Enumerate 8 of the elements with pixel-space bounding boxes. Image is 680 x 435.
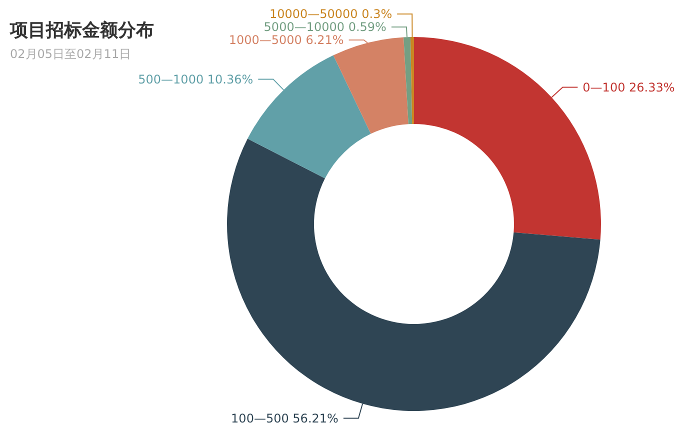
slice-label: 500—1000 10.36% — [138, 72, 254, 86]
text: 02月05日至02月11日 — [10, 47, 132, 61]
slice-label: 10000—50000 0.3% — [269, 7, 392, 22]
text: 项目招标金额分布 — [9, 20, 154, 41]
slice-label: 5000—10000 0.59% — [264, 20, 386, 34]
slice-label: 1000—5000 6.21% — [228, 33, 344, 48]
slice-label: 0—100 26.33% — [582, 80, 675, 94]
slice-label: 100—500 56.21% — [231, 411, 338, 426]
